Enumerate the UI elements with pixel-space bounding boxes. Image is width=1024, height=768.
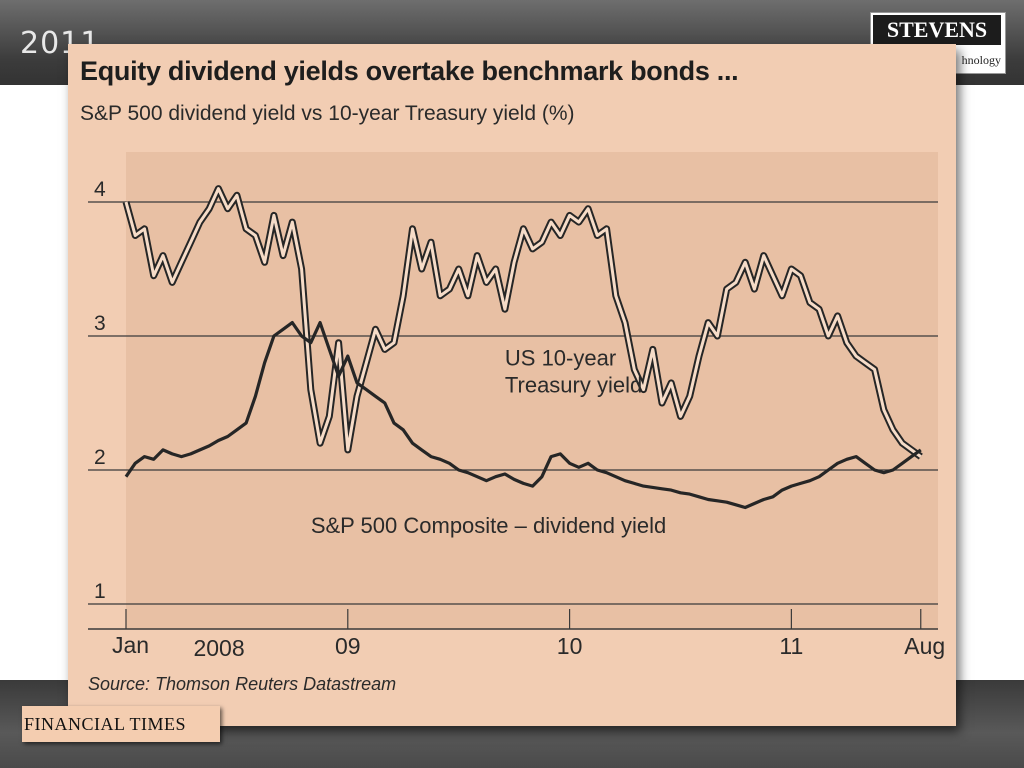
y-tick-label: 1	[94, 580, 106, 603]
y-tick-label: 3	[94, 312, 106, 335]
dividend-yield-line	[124, 321, 922, 510]
financial-times-label: FINANCIAL TIMES	[24, 714, 187, 734]
series-annotation: US 10-year	[505, 345, 616, 370]
chart-subtitle: S&P 500 dividend yield vs 10-year Treasu…	[80, 102, 575, 125]
x-tick-label: 10	[557, 633, 583, 659]
x-tick-label: Aug	[904, 633, 945, 659]
series-annotation: S&P 500 Composite – dividend yield	[311, 513, 666, 538]
newspaper-clipping: Equity dividend yields overtake benchmar…	[68, 44, 956, 726]
plot-area	[126, 152, 938, 629]
y-tick-label: 2	[94, 446, 106, 469]
x-tick-label: 09	[335, 633, 361, 659]
logo-title: STEVENS	[873, 15, 1001, 45]
x-tick-label: 2008	[193, 635, 244, 661]
y-tick-label: 4	[94, 178, 106, 201]
x-tick-label: 11	[779, 633, 803, 659]
chart-title: Equity dividend yields overtake benchmar…	[80, 56, 739, 86]
financial-times-badge: FINANCIAL TIMES	[22, 706, 220, 742]
series-annotation: Treasury yield	[505, 372, 642, 397]
treasury-yield-line-inner	[124, 187, 922, 458]
chart-source: Source: Thomson Reuters Datastream	[88, 674, 397, 694]
x-tick-label: Jan	[112, 632, 149, 658]
logo-subtitle: hnology	[961, 53, 1001, 67]
